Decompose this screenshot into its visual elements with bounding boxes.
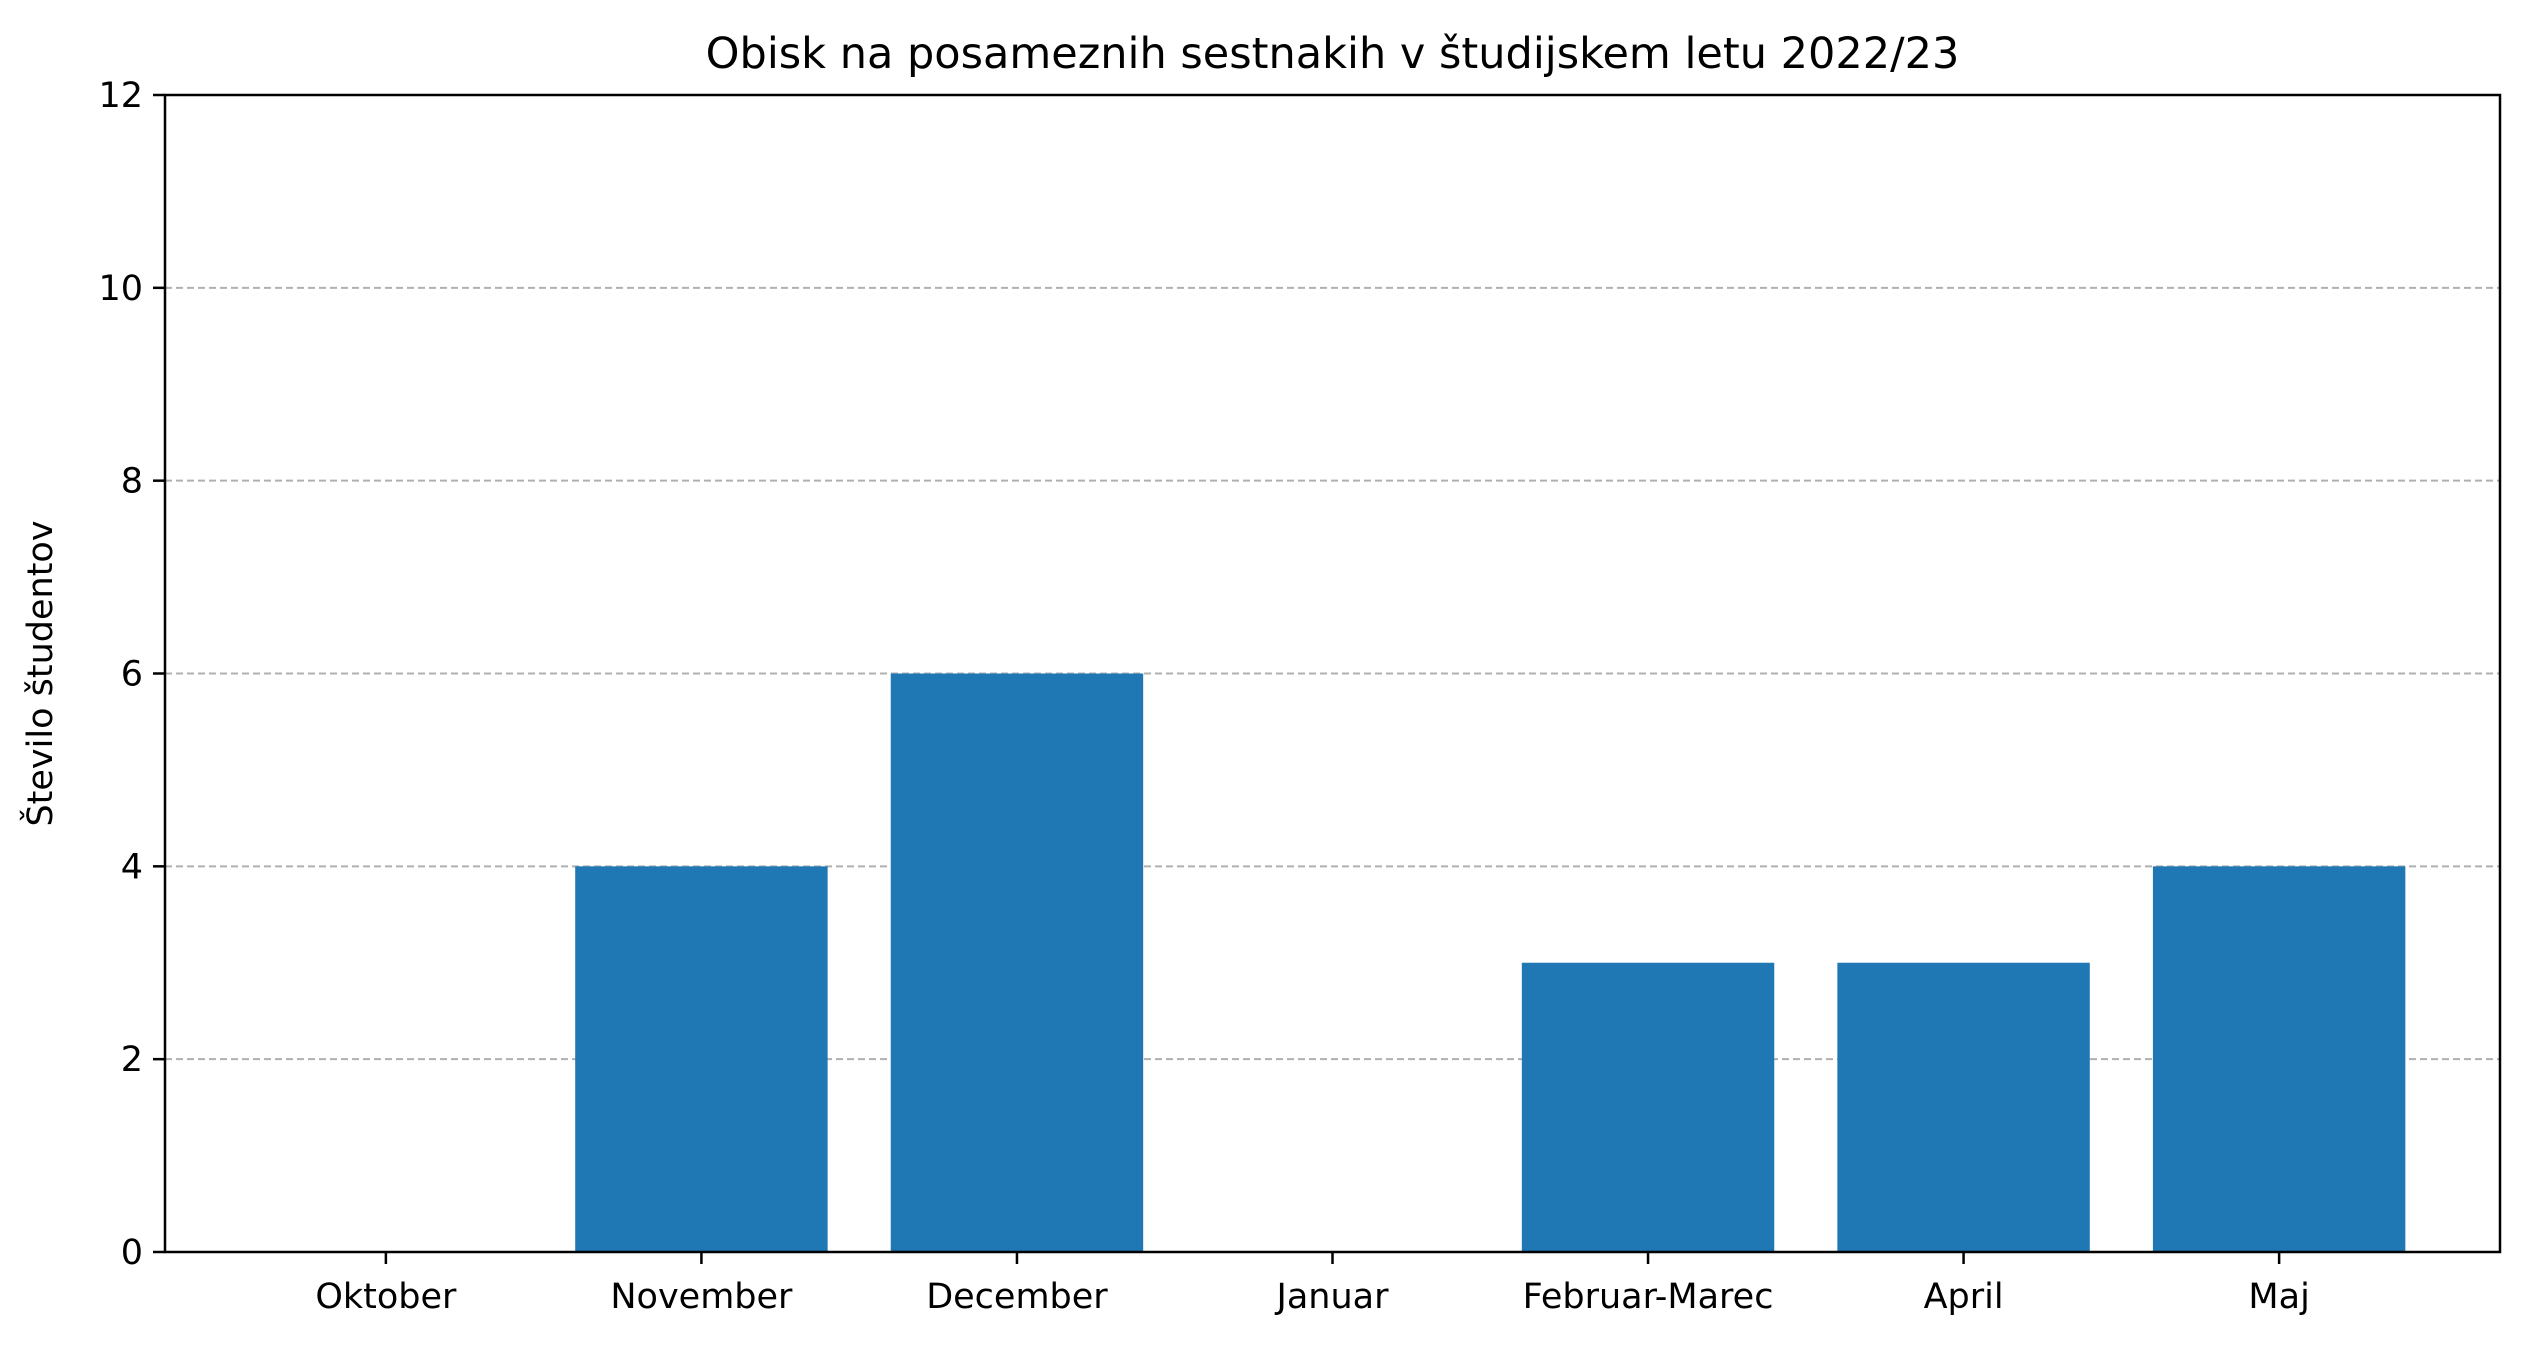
x-axis-ticks: Oktober November December Januar Februar-Mar… [315,1252,2310,1317]
y-tick-label: 2 [121,1040,143,1080]
y-tick-label: 4 [121,847,143,887]
y-tick-label: 0 [121,1233,143,1273]
bar-april [1837,962,2090,1252]
x-tick-label: April [1924,1277,2004,1317]
bar-maj [2152,866,2406,1252]
bars [575,673,2406,1252]
x-tick-label: Februar-Marec [1523,1277,1774,1317]
y-tick-label: 6 [121,655,143,695]
x-tick-label: December [926,1277,1108,1317]
x-tick-label: Oktober [315,1277,457,1317]
x-tick-label: Maj [2248,1277,2309,1317]
chart-title: Obisk na posameznih sestnakih v študijsk… [706,29,1960,79]
y-tick-label: 8 [121,462,143,502]
y-axis-title: Število študentov [19,520,61,826]
x-tick-label: November [610,1277,793,1317]
bar-december [890,673,1144,1252]
y-tick-label: 12 [98,76,143,116]
bar-februar-marec [1521,962,1775,1252]
x-tick-label: Januar [1275,1277,1390,1317]
grid-lines [165,286,2500,1061]
y-tick-label: 10 [98,269,143,309]
y-axis-ticks: 0 2 4 6 8 10 12 [98,76,165,1273]
bar-november [575,866,828,1252]
